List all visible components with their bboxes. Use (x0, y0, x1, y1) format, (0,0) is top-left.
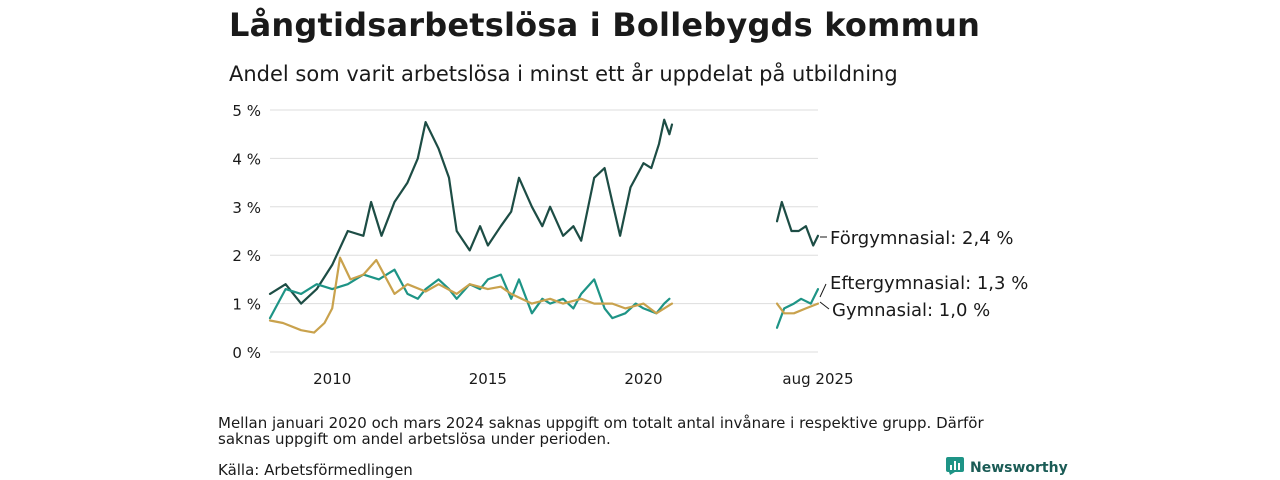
y-tick-label: 2 % (232, 247, 261, 265)
series-lines (268, 118, 820, 334)
x-axis-labels: 2010 2015 2020 aug 2025 (313, 370, 853, 388)
series-end-label: Gymnasial: 1,0 % (832, 300, 990, 321)
y-tick-label: 1 % (232, 296, 261, 314)
end-label-leader (819, 283, 827, 298)
newsworthy-logo-icon (946, 457, 964, 479)
y-tick-label: 4 % (232, 150, 261, 168)
series-line-eftergymnasial-2 (775, 288, 820, 329)
y-tick-label: 0 % (232, 344, 261, 362)
series-line-förgymnasial-1 (268, 118, 674, 305)
x-tick-label: 2015 (469, 370, 507, 388)
source-credit: Källa: Arbetsförmedlingen (218, 461, 413, 479)
x-tick-label: 2020 (624, 370, 662, 388)
footnote: Mellan januari 2020 och mars 2024 saknas… (218, 414, 984, 448)
series-end-label: Eftergymnasial: 1,3 % (830, 273, 1028, 294)
chart-title: Långtidsarbetslösa i Bollebygds kommun (229, 6, 981, 44)
brand-logo[interactable]: Newsworthy (946, 457, 1068, 479)
x-tick-label: 2010 (313, 370, 351, 388)
chart-subtitle: Andel som varit arbetslösa i minst ett å… (229, 62, 898, 86)
x-tick-label: aug 2025 (782, 370, 853, 388)
y-tick-label: 5 % (232, 102, 261, 120)
line-chart: 0 %1 %2 %3 %4 %5 % 2010 2015 2020 aug 2025 … (232, 102, 1028, 388)
series-end-label: Förgymnasial: 2,4 % (830, 228, 1014, 249)
brand-name: Newsworthy (970, 460, 1068, 476)
series-line-förgymnasial-2 (775, 200, 820, 247)
y-axis-labels: 0 % 1 % 2 % 3 % 4 % 5 % (232, 102, 261, 362)
end-label-leader (819, 301, 830, 310)
series-line-gymnasial-2 (775, 302, 820, 315)
series-end-labels: Förgymnasial: 2,4 % Eftergymnasial: 1,3 %… (819, 228, 1028, 321)
series-line-gymnasial-1 (268, 256, 674, 334)
gridlines (270, 109, 818, 353)
y-tick-label: 3 % (232, 199, 261, 217)
